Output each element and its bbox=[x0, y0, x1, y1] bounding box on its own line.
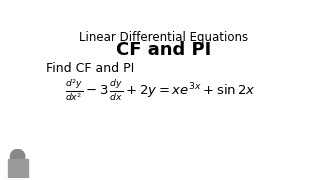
Bar bbox=[8, 159, 28, 177]
Text: Linear Differential Equations: Linear Differential Equations bbox=[79, 31, 249, 44]
Text: Find CF and PI: Find CF and PI bbox=[46, 62, 134, 75]
Circle shape bbox=[10, 149, 25, 164]
Text: $\frac{d^2y}{dx^2} - 3\,\frac{dy}{dx} + 2y = xe^{3x} + \sin 2x$: $\frac{d^2y}{dx^2} - 3\,\frac{dy}{dx} + … bbox=[65, 77, 256, 103]
Text: CF and PI: CF and PI bbox=[116, 41, 212, 59]
